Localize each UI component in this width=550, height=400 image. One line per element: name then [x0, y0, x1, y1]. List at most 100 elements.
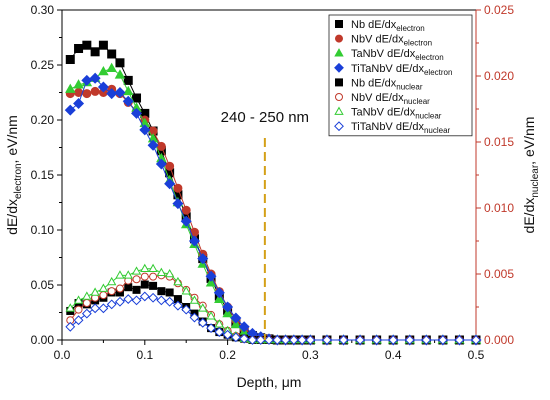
data-point: [205, 270, 217, 282]
data-point: [206, 311, 216, 320]
data-point: [355, 335, 365, 345]
data-point: [74, 44, 84, 53]
legend-entry-sub: electron: [424, 68, 452, 77]
legend-entry-name: Nb dE/dx: [351, 19, 397, 31]
data-point: [471, 335, 481, 345]
data-point: [131, 295, 142, 306]
legend-entry-sub: electron: [404, 39, 432, 48]
data-point: [214, 327, 225, 337]
data-point: [155, 158, 167, 170]
data-point: [147, 139, 159, 151]
data-point: [81, 74, 93, 86]
series-5: [66, 271, 480, 344]
y-left-tick-label: 0.00: [31, 333, 55, 347]
legend-entry: TaNbV dE/dxnuclear: [351, 107, 442, 121]
data-point: [148, 263, 158, 273]
data-point: [148, 292, 158, 303]
legend-entry: Nb dE/dxnuclear: [351, 77, 423, 91]
data-point: [82, 89, 92, 99]
y-axis-left-title-unit: , eV/nm: [4, 115, 20, 163]
y-axis-left-title: dE/dxelectron, eV/nm: [4, 115, 24, 235]
data-point: [65, 83, 76, 93]
data-point: [140, 280, 149, 289]
data-point: [122, 95, 134, 107]
y-left-tick-label: 0.15: [31, 168, 55, 182]
data-point: [165, 161, 175, 171]
data-point: [98, 283, 109, 292]
data-point: [213, 287, 225, 299]
data-point: [123, 75, 133, 85]
legend-entry-name: NbV dE/dx: [351, 92, 404, 104]
y-axis-left-title-sub: electron: [13, 163, 24, 199]
data-point: [140, 272, 149, 281]
data-point: [107, 287, 116, 296]
data-point: [123, 270, 133, 279]
legend-entry: NbV dE/dxelectron: [351, 34, 432, 48]
data-point: [132, 285, 141, 294]
legend-entry: TaNbV dE/dxelectron: [351, 48, 444, 62]
data-point: [82, 291, 92, 300]
x-axis-title: Depth, μm: [237, 374, 302, 390]
data-point: [421, 335, 432, 345]
legend-entry-sub: nuclear: [404, 97, 431, 106]
data-point: [106, 62, 117, 72]
data-point: [164, 178, 176, 190]
legend-entry-sub: nuclear: [415, 112, 442, 121]
data-point: [98, 40, 108, 50]
data-point: [139, 124, 151, 136]
data-point: [222, 301, 234, 313]
data-point: [81, 308, 92, 319]
data-point: [247, 335, 258, 345]
series-7: [65, 291, 481, 345]
data-point: [99, 291, 108, 300]
data-point: [90, 287, 100, 296]
legend-entry: TiTaNbV dE/dxelectron: [351, 63, 452, 77]
y-left-tick-label: 0.20: [31, 113, 55, 127]
y-axis-left-title-main: dE/dx: [4, 199, 20, 235]
legend-entry-sub: electron: [396, 24, 424, 33]
data-point: [132, 275, 141, 284]
legend-marker: [335, 93, 343, 101]
legend-entry: Nb dE/dxelectron: [351, 19, 425, 33]
axes-group: 0.0 0.1 0.2 0.3 0.4 0.5 0.00 0.05 0.10 0.15 0.20 0.…: [4, 3, 541, 390]
data-point: [181, 286, 191, 295]
legend-marker: [334, 106, 344, 115]
data-point: [255, 335, 266, 345]
data-point: [214, 319, 225, 328]
legend-entry-name: TaNbV dE/dx: [351, 107, 416, 119]
data-point: [97, 81, 109, 93]
data-point: [180, 215, 192, 227]
y-left-tick-label: 0.30: [31, 3, 55, 17]
legend-box: [328, 14, 473, 137]
data-point: [157, 287, 166, 296]
legend-marker: [335, 78, 343, 87]
data-point: [98, 303, 109, 314]
legend-marker: [335, 20, 343, 28]
data-point: [230, 312, 242, 324]
data-point: [65, 55, 75, 64]
data-point: [156, 267, 167, 276]
data-point: [90, 47, 100, 57]
data-point: [107, 49, 117, 59]
data-point: [82, 299, 91, 308]
x-tick-label: 0.0: [54, 348, 71, 362]
data-point: [198, 303, 208, 312]
x-tick-label: 0.2: [219, 348, 236, 362]
x-tick-label: 0.1: [136, 348, 153, 362]
x-tick-label: 0.5: [468, 348, 485, 362]
data-point: [140, 263, 150, 273]
data-point: [115, 296, 125, 307]
data-point: [164, 296, 175, 307]
data-point: [132, 93, 142, 103]
data-point: [114, 86, 126, 99]
legend-marker: [334, 62, 344, 73]
legend-entry: TiTaNbV dE/dxnuclear: [351, 121, 451, 135]
data-point: [73, 97, 85, 110]
data-point: [90, 303, 101, 314]
data-point: [272, 335, 283, 345]
data-point: [149, 281, 158, 290]
data-point: [65, 321, 76, 332]
series-4: [66, 280, 480, 344]
data-point: [322, 335, 332, 345]
